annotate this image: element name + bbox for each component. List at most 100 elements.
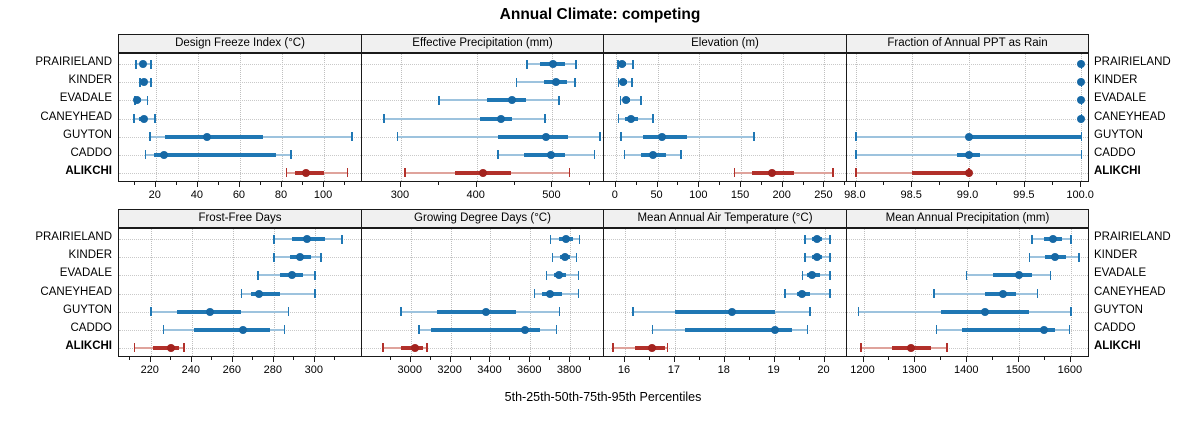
whisker-cap-low — [240, 289, 243, 298]
x-axis: 20 40 60 80 100 — [118, 182, 362, 204]
axis-tick — [854, 182, 856, 187]
site-gridline-h — [604, 239, 846, 241]
whisker-cap-low — [133, 114, 135, 123]
whisker-cap-low — [533, 289, 536, 298]
whisker-cap-low — [148, 132, 151, 142]
median-dot — [1039, 325, 1048, 334]
whisker-cap-high — [829, 270, 831, 280]
major-gridline-v — [741, 54, 743, 181]
site-gridline-h — [119, 275, 361, 277]
whisker-cap-high — [1078, 252, 1080, 262]
whisker-cap-low — [162, 325, 165, 335]
site-gridline-h — [119, 82, 361, 84]
site-label-right: EVADALE — [1094, 267, 1147, 280]
whisker-cap-high — [1068, 325, 1071, 335]
axis-minor-tick — [748, 357, 750, 360]
axis-minor-tick — [334, 357, 336, 360]
site-label-right: PRAIRIELAND — [1094, 56, 1171, 69]
whisker-cap-high — [183, 343, 185, 353]
median-dot — [507, 96, 516, 105]
axis-tick — [862, 357, 864, 362]
quartile-band — [193, 327, 270, 332]
site-label-right: CADDO — [1094, 321, 1136, 334]
site-gridline-h — [847, 257, 1088, 259]
site-gridline-h — [604, 154, 846, 156]
axis-tick-label: 3000 — [397, 364, 423, 376]
major-gridline-v — [615, 54, 617, 181]
whisker-cap-low — [935, 325, 938, 335]
site-gridline-h — [119, 293, 361, 295]
major-gridline-v — [552, 54, 554, 181]
axis-minor-tick — [293, 357, 295, 360]
axis-tick — [614, 182, 616, 187]
whisker-cap-high — [631, 77, 633, 87]
major-gridline-v — [490, 229, 492, 356]
axis-tick — [529, 357, 531, 362]
axis-minor-tick — [513, 182, 515, 185]
whisker-cap-high — [544, 114, 546, 123]
whisker-cap-low — [273, 252, 275, 262]
whisker-cap-high — [577, 289, 580, 298]
axis-minor-tick — [259, 182, 261, 185]
whisker-cap-low — [551, 252, 554, 262]
quartile-band — [436, 309, 517, 314]
axis-tick-label: 60 — [232, 189, 246, 201]
axis-tick-label: 250 — [814, 189, 833, 201]
x-axis: 98.0 98.5 99.0 99.5 100.0 — [844, 182, 1094, 204]
site-label-right: CANEYHEAD — [1094, 285, 1166, 298]
whisker-cap-high — [829, 289, 831, 298]
range-tail — [620, 135, 754, 138]
axis-tick-label: 220 — [140, 364, 159, 376]
site-gridline-h — [604, 172, 846, 174]
axis-minor-tick — [940, 357, 942, 360]
axis-tick — [698, 182, 700, 187]
median-dot — [1048, 235, 1057, 244]
panel-body — [118, 228, 362, 357]
axis-tick — [569, 357, 571, 362]
major-gridline-v — [1070, 229, 1072, 356]
whisker-cap-high — [1070, 307, 1072, 317]
median-dot — [203, 132, 212, 141]
major-gridline-v — [232, 229, 234, 356]
whisker-cap-high — [320, 252, 323, 262]
whisker-cap-low — [438, 95, 440, 105]
axis-minor-tick — [888, 357, 890, 360]
quartile-band — [479, 116, 513, 121]
site-label-right: GUYTON — [1094, 303, 1143, 316]
site-label-right: KINDER — [1094, 74, 1138, 87]
whisker-cap-low — [933, 289, 935, 298]
major-gridline-v — [282, 54, 284, 181]
whisker-cap-high — [289, 150, 292, 160]
whisker-cap-high — [640, 95, 642, 105]
axis-minor-tick — [844, 182, 846, 185]
site-label-left: ALIKCHI — [65, 164, 112, 177]
whisker-cap-high — [146, 95, 149, 105]
whisker-cap-high — [346, 168, 349, 178]
range-tail — [933, 292, 1038, 295]
whisker-cap-high — [573, 77, 576, 87]
panel-header: Effective Precipitation (mm) — [361, 34, 604, 53]
axis-minor-tick — [992, 357, 994, 360]
panel-body — [603, 228, 847, 357]
site-gridline-h — [362, 82, 603, 84]
whisker-cap-high — [832, 168, 834, 178]
axis-minor-tick — [635, 182, 637, 185]
major-gridline-v — [968, 54, 970, 181]
site-gridline-h — [362, 257, 603, 259]
site-gridline-h — [119, 347, 361, 349]
axis-tick — [475, 182, 477, 187]
quartile-band — [152, 345, 180, 350]
site-label-right: PRAIRIELAND — [1094, 231, 1171, 244]
quartile-band — [497, 134, 569, 139]
whisker-cap-high — [350, 132, 353, 142]
median-dot — [521, 325, 530, 334]
axis-tick-label: 260 — [222, 364, 241, 376]
whisker-cap-low — [549, 234, 552, 244]
whisker-cap-high — [1070, 234, 1072, 244]
whisker-cap-low — [144, 150, 147, 160]
panel-body — [846, 53, 1089, 182]
whisker-cap-low — [651, 325, 654, 335]
axis-tick-label: 500 — [542, 189, 561, 201]
median-dot — [542, 132, 551, 141]
